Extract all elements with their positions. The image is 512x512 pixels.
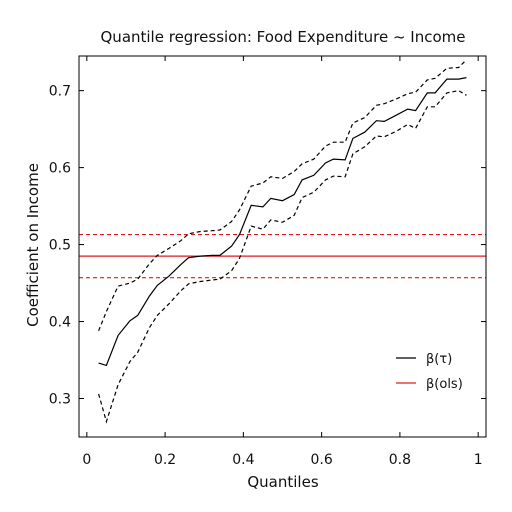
y-tick-label: 0.7 [49,84,71,100]
y-axis-label: Coefficient on Income [24,163,42,327]
x-tick-label: 0 [82,452,91,468]
x-tick-label: 1 [474,452,483,468]
x-tick-label: 0.6 [311,452,333,468]
y-tick-label: 0.5 [49,238,71,254]
tick-layer: 0 0.2 0.4 0.6 0.8 1 0.3 0.4 0.5 0.6 0.7 [49,56,486,468]
quantile-coefficient-line [98,77,467,367]
legend: β(τ) β(ols) [396,352,463,392]
y-tick-label: 0.4 [49,315,71,331]
plot-frame [78,55,487,438]
lower-confidence-band [98,89,467,424]
x-tick-label: 0.2 [154,452,176,468]
x-axis-label: Quantiles [247,473,318,491]
plot-layer [79,59,486,424]
chart-title: Quantile regression: Food Expenditure ~ … [101,28,466,46]
upper-confidence-band [98,59,467,332]
legend-label-beta-ols: β(ols) [426,377,463,392]
y-tick-label: 0.6 [49,161,71,177]
y-tick-label: 0.3 [49,392,71,408]
x-tick-label: 0.4 [232,452,254,468]
legend-label-beta-tau: β(τ) [426,352,452,367]
x-tick-label: 0.8 [389,452,411,468]
